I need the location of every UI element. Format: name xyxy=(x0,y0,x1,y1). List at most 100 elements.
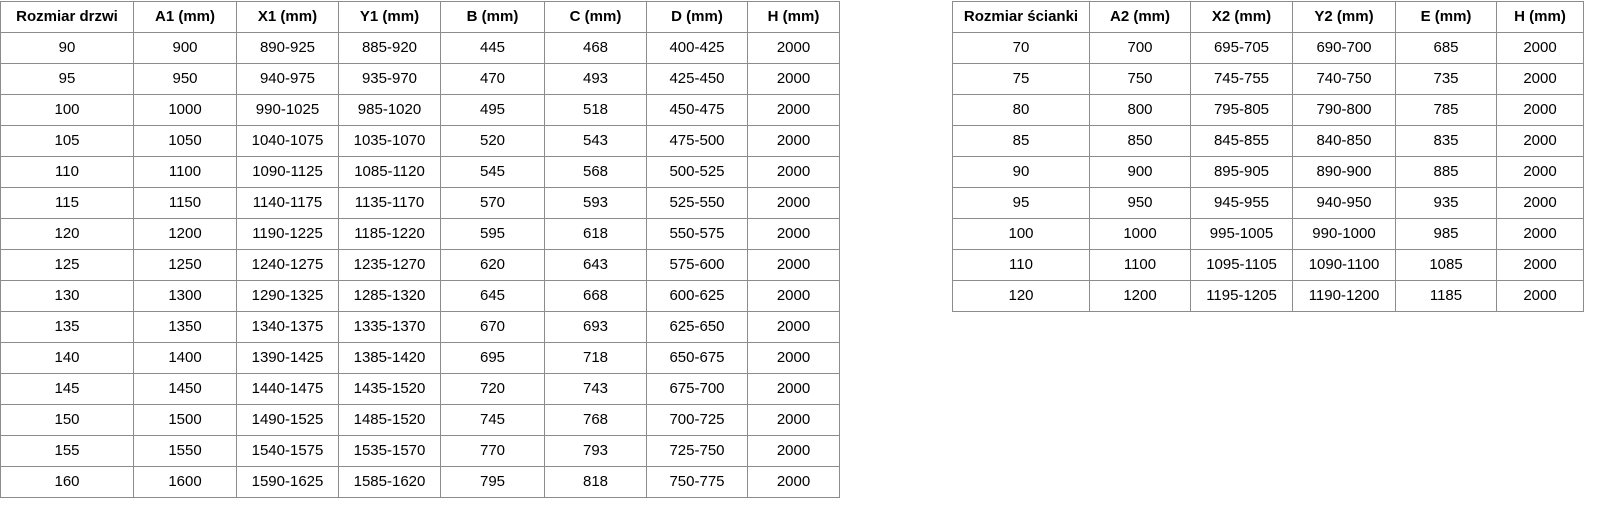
table-cell: 643 xyxy=(544,249,647,281)
table-cell: 1250 xyxy=(133,249,237,281)
table-cell: 2000 xyxy=(747,435,840,467)
table-cell: 720 xyxy=(440,373,545,405)
door-size-cell: 110 xyxy=(0,156,134,188)
table-cell: 1200 xyxy=(133,218,237,250)
table-cell: 1135-1170 xyxy=(338,187,441,219)
table-cell: 1535-1570 xyxy=(338,435,441,467)
table-cell: 1400 xyxy=(133,342,237,374)
table-cell: 1195-1205 xyxy=(1190,280,1293,312)
table-cell: 1090-1125 xyxy=(236,156,339,188)
table-cell: 1350 xyxy=(133,311,237,343)
table-cell: 1340-1375 xyxy=(236,311,339,343)
table-cell: 718 xyxy=(544,342,647,374)
table-cell: 1185-1220 xyxy=(338,218,441,250)
table-cell: 750-775 xyxy=(646,466,748,498)
table-row: 105 1050 1040-1075 1035-1070 520 543 475-500 20… xyxy=(0,125,840,157)
table-row: 130 1300 1290-1325 1285-1320 645 668 600-625 20… xyxy=(0,280,840,312)
table-cell: 1600 xyxy=(133,466,237,498)
wall-table-head: Rozmiar ścianki A2 (mm) X2 (mm) Y2 (mm) E (m… xyxy=(952,1,1584,33)
table-cell: 2000 xyxy=(1496,125,1584,157)
table-cell: 695 xyxy=(440,342,545,374)
table-cell: 620 xyxy=(440,249,545,281)
table-cell: 2000 xyxy=(747,187,840,219)
table-cell: 950 xyxy=(1089,187,1191,219)
door-column-header: C (mm) xyxy=(544,1,647,33)
table-cell: 1290-1325 xyxy=(236,280,339,312)
door-size-cell: 130 xyxy=(0,280,134,312)
table-cell: 1190-1225 xyxy=(236,218,339,250)
table-cell: 1335-1370 xyxy=(338,311,441,343)
table-cell: 890-900 xyxy=(1292,156,1396,188)
table-row: 150 1500 1490-1525 1485-1520 745 768 700-725 20… xyxy=(0,404,840,436)
table-row: 75 750 745-755 740-750 735 2000 xyxy=(952,63,1584,95)
table-cell: 500-525 xyxy=(646,156,748,188)
table-cell: 900 xyxy=(133,32,237,64)
table-cell: 1090-1100 xyxy=(1292,249,1396,281)
table-cell: 1100 xyxy=(1089,249,1191,281)
table-cell: 900 xyxy=(1089,156,1191,188)
table-cell: 790-800 xyxy=(1292,94,1396,126)
table-cell: 800 xyxy=(1089,94,1191,126)
table-cell: 2000 xyxy=(747,249,840,281)
table-cell: 445 xyxy=(440,32,545,64)
wall-size-cell: 90 xyxy=(952,156,1090,188)
table-cell: 400-425 xyxy=(646,32,748,64)
table-cell: 745 xyxy=(440,404,545,436)
table-cell: 1550 xyxy=(133,435,237,467)
table-cell: 935-970 xyxy=(338,63,441,95)
table-cell: 520 xyxy=(440,125,545,157)
table-row: 100 1000 990-1025 985-1020 495 518 450-475 2000 xyxy=(0,94,840,126)
door-size-cell: 140 xyxy=(0,342,134,374)
door-size-cell: 120 xyxy=(0,218,134,250)
table-cell: 2000 xyxy=(747,94,840,126)
table-cell: 995-1005 xyxy=(1190,218,1293,250)
wall-size-cell: 85 xyxy=(952,125,1090,157)
table-row: 110 1100 1090-1125 1085-1120 545 568 500-525 20… xyxy=(0,156,840,188)
table-cell: 2000 xyxy=(1496,32,1584,64)
table-cell: 595 xyxy=(440,218,545,250)
table-cell: 2000 xyxy=(1496,94,1584,126)
table-cell: 840-850 xyxy=(1292,125,1396,157)
table-cell: 575-600 xyxy=(646,249,748,281)
table-cell: 850 xyxy=(1089,125,1191,157)
table-cell: 818 xyxy=(544,466,647,498)
table-header-row: Rozmiar drzwi A1 (mm) X1 (mm) Y1 (mm) B (mm)… xyxy=(0,1,840,33)
door-column-header: D (mm) xyxy=(646,1,748,33)
door-table-body: 90 900 890-925 885-920 445 468 400-425 2000 95 95… xyxy=(0,32,840,498)
table-cell: 695-705 xyxy=(1190,32,1293,64)
table-cell: 1185 xyxy=(1395,280,1497,312)
door-size-cell: 95 xyxy=(0,63,134,95)
door-size-cell: 150 xyxy=(0,404,134,436)
table-cell: 1095-1105 xyxy=(1190,249,1293,281)
wall-column-header: Rozmiar ścianki xyxy=(952,1,1090,33)
table-cell: 493 xyxy=(544,63,647,95)
door-size-table: Rozmiar drzwi A1 (mm) X1 (mm) Y1 (mm) B (mm)… xyxy=(0,1,840,498)
door-column-header: A1 (mm) xyxy=(133,1,237,33)
table-cell: 475-500 xyxy=(646,125,748,157)
wall-size-cell: 75 xyxy=(952,63,1090,95)
table-cell: 1085 xyxy=(1395,249,1497,281)
table-cell: 835 xyxy=(1395,125,1497,157)
table-cell: 468 xyxy=(544,32,647,64)
table-cell: 795 xyxy=(440,466,545,498)
table-cell: 570 xyxy=(440,187,545,219)
table-cell: 2000 xyxy=(747,373,840,405)
wall-size-cell: 70 xyxy=(952,32,1090,64)
table-cell: 768 xyxy=(544,404,647,436)
table-cell: 450-475 xyxy=(646,94,748,126)
wall-column-header: A2 (mm) xyxy=(1089,1,1191,33)
table-cell: 793 xyxy=(544,435,647,467)
table-cell: 2000 xyxy=(1496,63,1584,95)
table-row: 70 700 695-705 690-700 685 2000 xyxy=(952,32,1584,64)
table-cell: 885 xyxy=(1395,156,1497,188)
table-header-row: Rozmiar ścianki A2 (mm) X2 (mm) Y2 (mm) E (m… xyxy=(952,1,1584,33)
table-cell: 990-1000 xyxy=(1292,218,1396,250)
table-cell: 1000 xyxy=(133,94,237,126)
table-cell: 2000 xyxy=(747,311,840,343)
wall-size-cell: 95 xyxy=(952,187,1090,219)
table-row: 155 1550 1540-1575 1535-1570 770 793 725-750 20… xyxy=(0,435,840,467)
table-cell: 1190-1200 xyxy=(1292,280,1396,312)
door-column-header: Rozmiar drzwi xyxy=(0,1,134,33)
table-cell: 740-750 xyxy=(1292,63,1396,95)
